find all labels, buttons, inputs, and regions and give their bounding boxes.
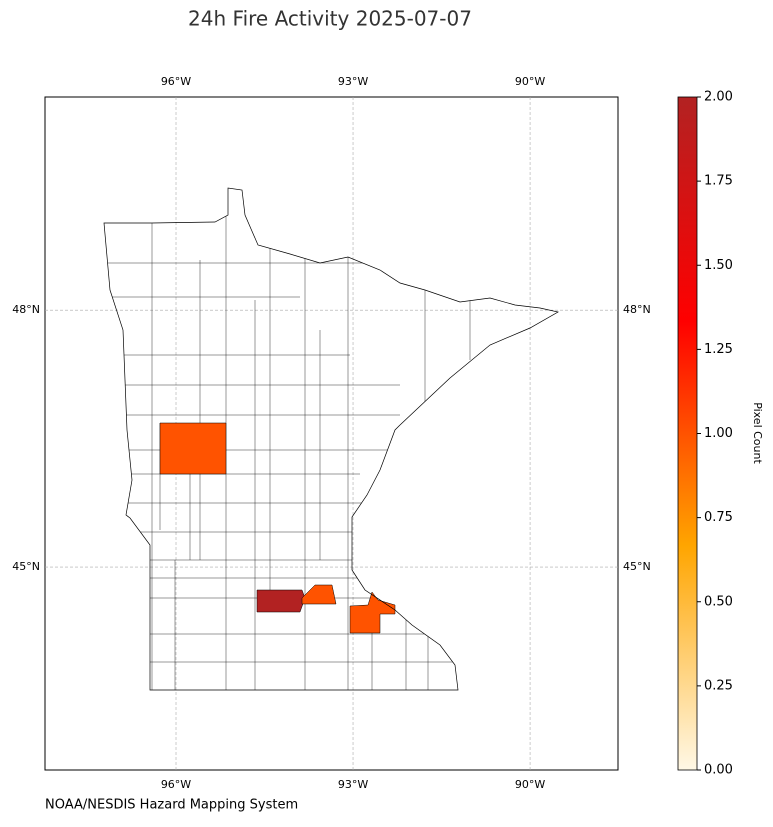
colorbar-label: Pixel Count xyxy=(751,402,764,464)
lon-label: 90°W xyxy=(515,75,545,88)
lon-label: 96°W xyxy=(161,778,191,791)
lon-label: 90°W xyxy=(515,778,545,791)
colorbar-tick-label: 1.25 xyxy=(704,342,733,357)
colorbar xyxy=(677,96,698,771)
colorbar-tick-label: 1.50 xyxy=(704,258,733,273)
map-frame xyxy=(44,96,619,771)
county-fill xyxy=(159,422,227,475)
colorbar-tick-label: 1.75 xyxy=(704,174,733,189)
lon-label: 93°W xyxy=(338,778,368,791)
lon-label: 93°W xyxy=(338,75,368,88)
lon-label: 96°W xyxy=(161,75,191,88)
colorbar-tick-label: 0.25 xyxy=(704,678,733,693)
lat-label: 48°N xyxy=(12,303,40,316)
map-title: 24h Fire Activity 2025-07-07 xyxy=(188,7,472,31)
lat-label: 48°N xyxy=(623,303,651,316)
colorbar-tick-label: 0.50 xyxy=(704,594,733,609)
colorbar-tick-label: 1.00 xyxy=(704,426,733,441)
colorbar-tick-label: 2.00 xyxy=(704,90,733,105)
lat-label: 45°N xyxy=(623,560,651,573)
colorbar-tick-label: 0.75 xyxy=(704,510,733,525)
county-fill xyxy=(256,589,306,613)
lat-label: 45°N xyxy=(12,560,40,573)
county-fill xyxy=(301,584,337,605)
footer: NOAA/NESDIS Hazard Mapping System xyxy=(45,798,298,813)
colorbar-tick-label: 0.00 xyxy=(704,763,733,778)
